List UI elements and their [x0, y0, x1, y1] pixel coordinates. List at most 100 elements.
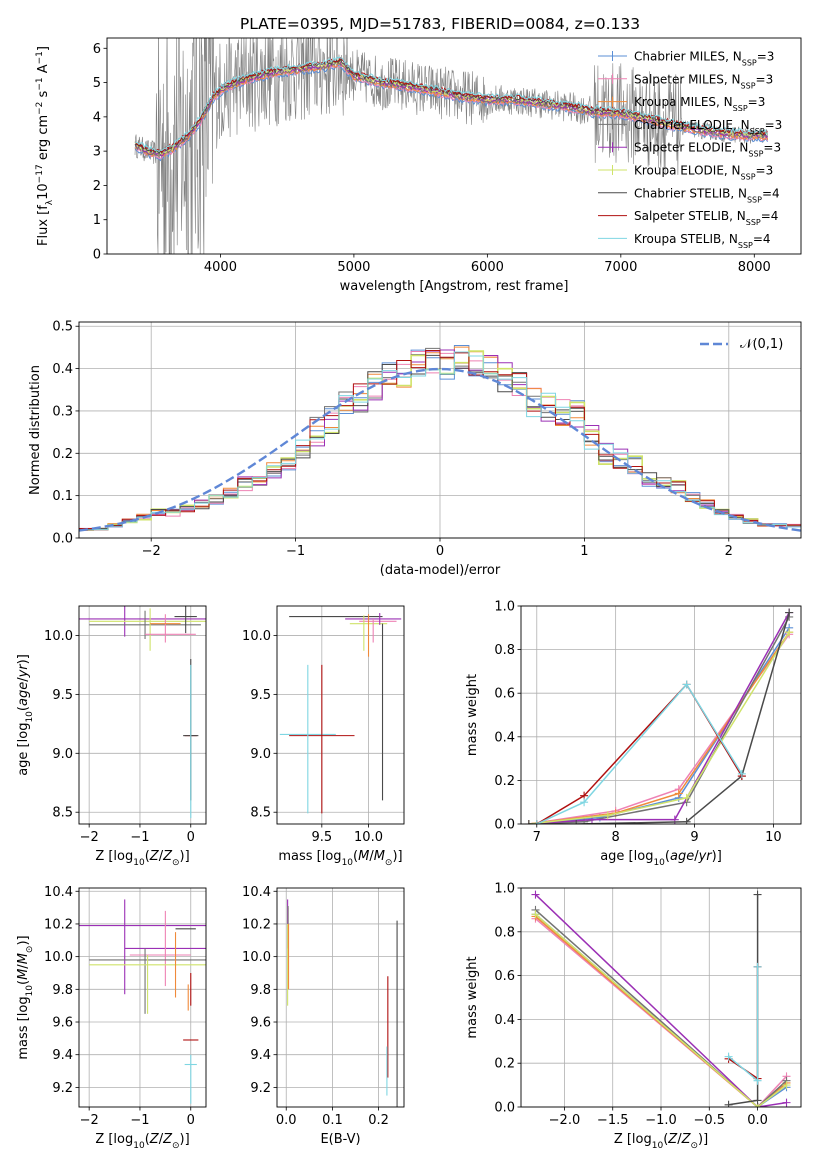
mass-weight-line	[535, 909, 788, 1107]
y-tick-label: 1.0	[494, 600, 515, 615]
y-axis-label: mass weight	[465, 674, 480, 756]
y-tick-label: 1.0	[494, 882, 515, 897]
plot-area	[524, 608, 794, 824]
x-axis-label: (data-model)/error	[380, 563, 501, 578]
y-tick-label: 0	[93, 248, 101, 263]
legend-label: Kroupa STELIB, NSSP=4	[634, 232, 771, 250]
axes-frame	[520, 605, 802, 825]
x-tick-label: 10.0	[354, 830, 383, 845]
axes-massweight-vs-Z: −2.0 −1.5 −1.0 −0.5 0.0 0.0 0.2 0.4 0.6 0.8 1.0 Z […	[465, 882, 802, 1151]
mass-weight-marker	[753, 1096, 762, 1105]
x-tick-label: −0.5	[693, 1113, 725, 1128]
x-tick-label: 0	[187, 830, 195, 845]
mass-weight-marker	[785, 608, 794, 617]
spectrum-data-line	[134, 38, 768, 254]
mass-weight-marker	[753, 962, 762, 971]
y-tick-label: 5	[93, 76, 101, 91]
plot-area	[287, 899, 398, 1107]
residual-histogram	[79, 351, 801, 531]
y-tick-label: 0.0	[494, 818, 515, 833]
mass-weight-line	[528, 612, 790, 824]
x-tick-label: −1	[286, 544, 305, 559]
mass-weight-marker	[753, 890, 762, 899]
mass-weight-marker	[682, 680, 691, 689]
y-tick-label: 9.0	[250, 747, 271, 762]
plot-area	[79, 606, 206, 819]
mass-weight-marker	[524, 820, 533, 824]
y-tick-label: 8.5	[250, 806, 271, 821]
y-axis-label: mass weight	[465, 956, 480, 1038]
y-tick-label: 2	[93, 179, 101, 194]
y-tick-label: 9.8	[250, 983, 271, 998]
x-tick-label: 0	[436, 544, 444, 559]
mass-weight-marker	[724, 1100, 733, 1107]
legend-label: Kroupa ELODIE, NSSP=3	[634, 164, 773, 182]
x-tick-label: 0.0	[747, 1113, 768, 1128]
y-tick-label: 0.8	[494, 925, 515, 940]
y-tick-label: 9.2	[52, 1081, 73, 1096]
y-tick-label: 9.4	[52, 1048, 73, 1063]
x-tick-label: 7000	[604, 260, 637, 275]
mass-weight-line	[528, 633, 790, 824]
mass-weight-line	[535, 915, 787, 1107]
y-tick-label: 9.6	[250, 1016, 271, 1031]
x-tick-label: 2	[725, 544, 733, 559]
x-axis-label: E(B-V)	[320, 1132, 360, 1147]
plot-area	[79, 345, 801, 532]
axes-age-vs-Z: −2 −1 0 8.5 9.0 9.5 10.0 Z [log10(Z/Z⊙)] age [lo…	[16, 605, 207, 868]
plot-area	[531, 890, 791, 1107]
y-tick-label: 0.2	[52, 447, 73, 462]
y-tick-label: 0.4	[494, 730, 515, 745]
y-tick-label: 0.2	[494, 774, 515, 789]
y-tick-label: 10.0	[44, 950, 73, 965]
mass-weight-marker	[682, 793, 691, 802]
legend-label: Chabrier ELODIE, NSSP=3	[634, 118, 782, 136]
x-axis-label: wavelength [Angstrom, rest frame]	[340, 279, 569, 294]
mass-weight-line	[528, 612, 790, 824]
x-tick-label: 0.0	[276, 1113, 297, 1128]
mass-weight-marker	[580, 798, 589, 807]
mass-weight-marker	[572, 820, 581, 824]
x-tick-label: 1	[580, 544, 588, 559]
mass-weight-line	[728, 966, 759, 1080]
mass-weight-line	[728, 894, 759, 1106]
y-tick-label: 9.0	[52, 747, 73, 762]
x-tick-label: 5000	[337, 260, 370, 275]
x-tick-label: −1.0	[645, 1113, 677, 1128]
x-tick-label: 4000	[204, 260, 237, 275]
legend-gaussian-label: 𝒩(0,1)	[740, 337, 783, 352]
axes-frame	[78, 605, 207, 825]
y-tick-label: 0.4	[494, 1013, 515, 1028]
y-tick-label: 0.1	[52, 489, 73, 504]
x-axis-label: Z [log10(Z/Z⊙)]	[95, 849, 189, 868]
x-tick-label: −2.0	[549, 1113, 581, 1128]
mass-weight-line	[535, 918, 788, 1107]
x-axis-label: Z [log10(Z/Z⊙)]	[614, 1132, 708, 1151]
y-tick-label: 0.8	[494, 643, 515, 658]
x-tick-label: 9	[690, 830, 698, 845]
x-tick-label: −1.5	[597, 1113, 629, 1128]
legend-label: Kroupa MILES, NSSP=3	[634, 95, 765, 113]
mass-weight-marker	[532, 820, 541, 824]
y-axis-label: Normed distribution	[28, 365, 43, 495]
y-axis-label: age [log10(age/yr)]	[16, 654, 35, 776]
axes-frame	[276, 887, 405, 1108]
y-tick-label: 9.8	[52, 983, 73, 998]
axes-frame	[276, 605, 405, 825]
mass-weight-line	[528, 627, 790, 824]
legend-label: Chabrier MILES, NSSP=3	[634, 50, 774, 68]
y-tick-label: 10.0	[242, 629, 271, 644]
mass-weight-marker	[737, 769, 746, 778]
y-tick-label: 10.2	[44, 917, 73, 932]
x-tick-label: 0.1	[322, 1113, 343, 1128]
axes-spectrum: 4000 5000 6000 7000 8000 0 1 2 3 4 5 6 wavelength [A…	[35, 37, 802, 294]
y-tick-label: 10.0	[44, 629, 73, 644]
y-tick-label: 9.5	[52, 688, 73, 703]
x-tick-label: 9.5	[311, 830, 332, 845]
mass-weight-line	[728, 966, 759, 1083]
axes-residuals: −2 −1 0 1 2 0.0 0.1 0.2 0.3 0.4 0.5 (data-model)/er…	[28, 320, 802, 578]
legend-label: Salpeter MILES, NSSP=3	[634, 72, 773, 90]
axes-age-vs-mass: 9.5 10.0 8.5 9.0 9.5 10.0 mass [log10(M/M⊙)]	[242, 605, 405, 868]
x-tick-label: 0	[187, 1113, 195, 1128]
mass-weight-marker	[782, 1098, 791, 1107]
